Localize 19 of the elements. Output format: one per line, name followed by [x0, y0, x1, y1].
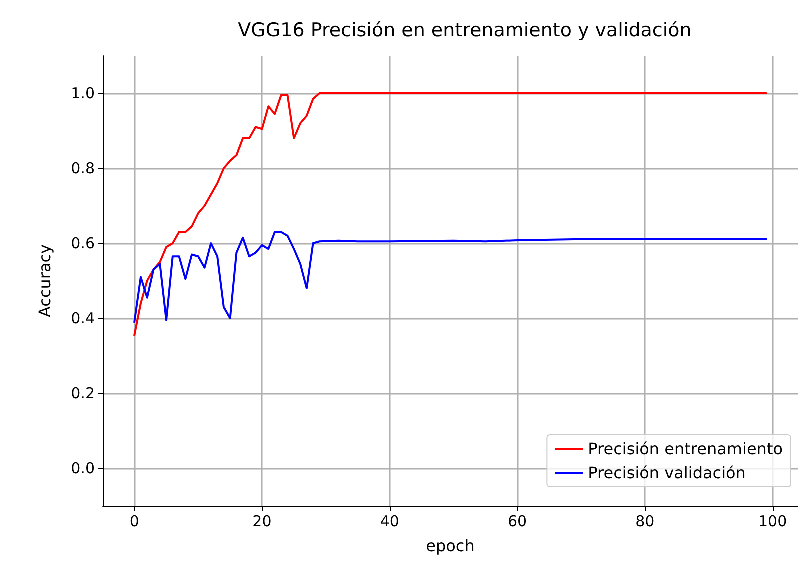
y-tick-label: 0.6 [71, 234, 95, 252]
line-series [134, 92, 768, 336]
y-axis-title: Accuracy [36, 244, 54, 318]
y-tick-label: 0.0 [71, 460, 95, 478]
y-tick-label: 1.0 [71, 84, 95, 102]
x-tick-label: 60 [508, 512, 528, 530]
y-tick-label: 0.2 [71, 384, 95, 402]
x-tick-label: 20 [252, 512, 272, 530]
x-tick-label: 0 [130, 512, 140, 530]
x-tick-label: 40 [380, 512, 400, 530]
legend-label: Precisión validación [588, 464, 746, 482]
x-tick-label: 100 [758, 512, 788, 530]
x-axis-title: epoch [426, 536, 475, 556]
y-tick-label: 0.8 [71, 160, 95, 178]
chart-title: VGG16 Precisión en entrenamiento y validación [238, 20, 692, 42]
legend-label: Precisión entrenamiento [588, 440, 783, 458]
x-tick-label: 80 [636, 512, 655, 530]
y-tick-label: 0.4 [71, 310, 95, 328]
line-series [134, 231, 768, 324]
